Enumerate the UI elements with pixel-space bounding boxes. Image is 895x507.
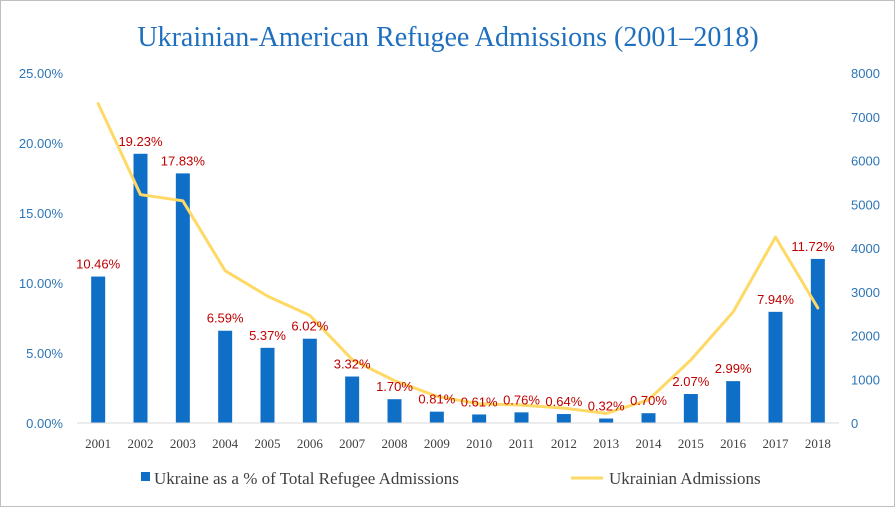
bar [260,347,275,423]
bar [429,411,444,423]
x-axis-tick-label: 2008 [382,436,408,451]
data-label: 10.46% [76,257,121,272]
x-axis-tick-label: 2010 [466,436,492,451]
data-labels: 10.46% 19.23% 17.83% 6.59% 5.37% 6.02% 3.32% 1.… [76,134,835,414]
bar [641,413,656,423]
x-axis: 2001 2002 2003 2004 2005 2006 2007 2008 2009 2010… [85,436,831,451]
bar [810,258,825,423]
bar [472,414,487,423]
data-label: 0.81% [418,392,455,407]
right-axis-tick-label: 1000 [851,372,880,387]
x-axis-tick-label: 2004 [212,436,239,451]
bar-series [91,153,825,423]
right-axis-tick-label: 7000 [851,110,880,125]
data-label: 2.99% [715,361,752,376]
bar [514,412,529,423]
data-label: 11.72% [791,239,835,254]
data-label: 2.07% [672,374,709,389]
data-label: 6.02% [291,319,328,334]
x-axis-tick-label: 2016 [720,436,747,451]
x-axis-tick-label: 2015 [678,436,704,451]
right-axis-tick-label: 4000 [851,241,880,256]
data-label: 19.23% [118,134,163,149]
left-axis-tick-label: 5.00% [26,346,63,361]
left-axis: 0.00% 5.00% 10.00% 15.00% 20.00% 25.00% [19,66,64,431]
left-axis-tick-label: 20.00% [19,136,64,151]
data-label: 7.94% [757,292,794,307]
x-axis-tick-label: 2011 [509,436,535,451]
legend: Ukraine as a % of Total Refugee Admissio… [141,469,761,488]
left-axis-tick-label: 15.00% [19,206,64,221]
bar [345,376,360,423]
right-axis-tick-label: 5000 [851,197,880,212]
bar [556,414,571,423]
x-axis-tick-label: 2012 [551,436,577,451]
chart-title: Ukrainian-American Refugee Admissions (2… [137,22,758,53]
right-axis-tick-label: 8000 [851,66,880,81]
data-label: 5.37% [249,328,286,343]
data-label: 0.76% [503,392,540,407]
x-axis-tick-label: 2018 [805,436,831,451]
x-axis-tick-label: 2001 [85,436,111,451]
legend-swatch-bar [141,472,150,481]
bar [387,399,402,423]
bar [218,330,233,423]
bar [91,276,106,423]
data-label: 6.59% [207,311,244,326]
series-line [96,102,820,415]
x-axis-tick-label: 2007 [339,436,366,451]
left-axis-tick-label: 25.00% [19,66,64,81]
bar [726,381,741,423]
right-axis-tick-label: 3000 [851,285,880,300]
x-axis-tick-label: 2005 [255,436,281,451]
x-axis-tick-label: 2006 [297,436,324,451]
legend-label-line: Ukrainian Admissions [609,469,761,488]
right-axis: 0 1000 2000 3000 4000 5000 6000 7000 8000 [851,66,880,431]
right-axis-tick-label: 6000 [851,154,880,169]
right-axis-tick-label: 0 [851,416,858,431]
bar [302,338,317,423]
left-axis-tick-label: 0.00% [26,416,63,431]
bar [175,173,190,423]
data-label: 3.32% [334,357,371,372]
x-axis-tick-label: 2013 [593,436,619,451]
data-label: 0.64% [545,394,582,409]
x-axis-tick-label: 2002 [128,436,154,451]
x-axis-tick-label: 2003 [170,436,196,451]
bar [599,418,614,423]
x-axis-tick-label: 2017 [763,436,790,451]
legend-label-bar: Ukraine as a % of Total Refugee Admissio… [154,469,459,488]
data-label: 1.70% [376,379,413,394]
left-axis-tick-label: 10.00% [19,276,64,291]
x-axis-tick-label: 2009 [424,436,450,451]
data-label: 17.83% [161,153,206,168]
bar [133,153,148,423]
bar [683,394,698,423]
line-series [96,102,820,415]
data-label: 0.32% [588,399,625,414]
bar [768,311,783,423]
data-label: 0.61% [461,394,498,409]
right-axis-tick-label: 2000 [851,329,880,344]
data-label: 0.70% [630,393,667,408]
x-axis-tick-label: 2014 [636,436,663,451]
